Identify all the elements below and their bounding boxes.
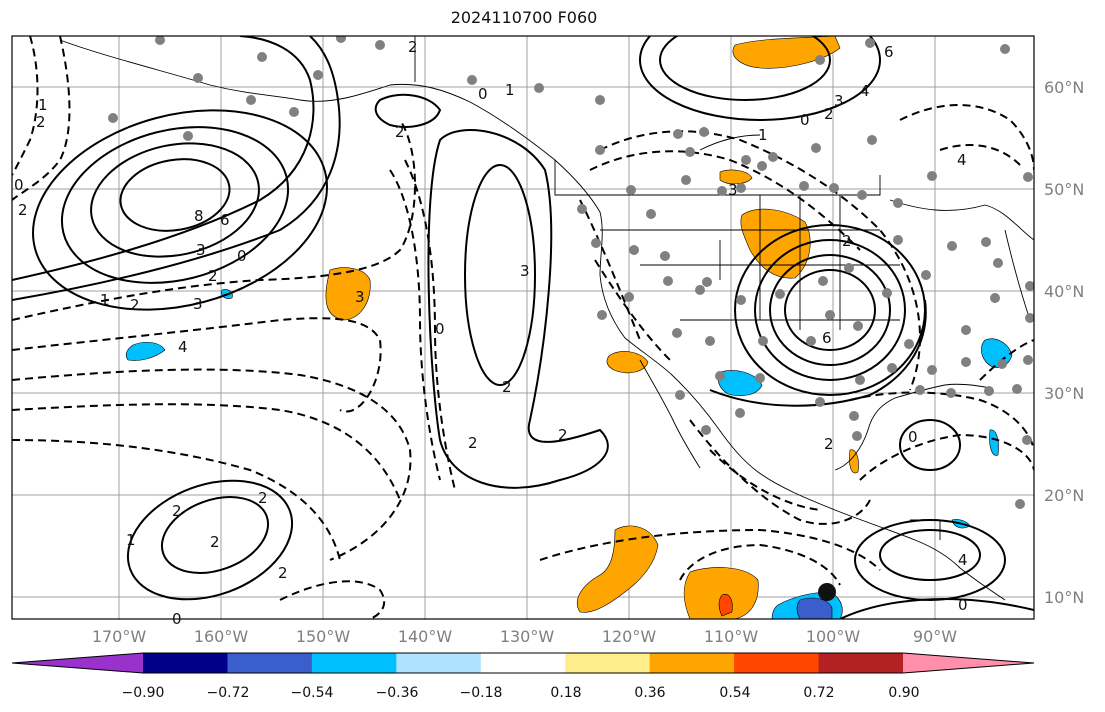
contour-label: 2 — [18, 201, 28, 219]
colorbar-tick-label: 0.54 — [719, 685, 750, 701]
colorbar-swatch — [565, 653, 651, 673]
contour-labels: 2 2 1 0 6 4 3 2 2 1 0 4 2 0 1 8 6 3 2 0 … — [14, 38, 968, 628]
colorbar-outline — [11, 652, 1035, 674]
contour-label: 1 — [758, 126, 768, 144]
colorbar-swatch — [649, 653, 735, 673]
contour-label: 2 — [558, 426, 568, 444]
contour-label: 3 — [728, 181, 738, 199]
colorbar-tick-label: −0.90 — [122, 685, 165, 701]
contour-label: 1 — [100, 291, 110, 309]
contour-label: 2 — [210, 533, 220, 551]
colorbar-tick-label: −0.72 — [207, 685, 250, 701]
lat-label: 10°N — [1044, 588, 1084, 607]
contour-label: 3 — [355, 288, 365, 306]
colorbar-tick-label: −0.36 — [376, 685, 419, 701]
lat-label: 20°N — [1044, 486, 1084, 505]
latitude-labels: 60°N 50°N 40°N 30°N 20°N 10°N — [1044, 78, 1084, 607]
contour-label: 2 — [395, 123, 405, 141]
contour-label: 3 — [193, 295, 203, 313]
colorbar — [11, 652, 1035, 674]
contour-label: 3 — [196, 241, 206, 259]
contour-label: 2 — [278, 564, 288, 582]
contour-label: 2 — [208, 267, 218, 285]
colorbar-swatch — [311, 653, 397, 673]
lon-label: 130°W — [500, 627, 555, 646]
shaded-regions — [125, 36, 1013, 619]
lon-label: 100°W — [806, 627, 861, 646]
contour-label: 2 — [824, 435, 834, 453]
lon-label: 90°W — [913, 627, 957, 646]
coastlines — [59, 36, 1034, 601]
colorbar-tick-label: 0.36 — [634, 685, 665, 701]
lon-label: 150°W — [296, 627, 351, 646]
contour-label: 3 — [834, 92, 844, 110]
lat-label: 60°N — [1044, 78, 1084, 97]
lon-label: 120°W — [602, 627, 657, 646]
colorbar-extension-high — [903, 653, 1034, 673]
contour-label: 0 — [435, 320, 445, 338]
contour-label: 6 — [822, 329, 832, 347]
lat-label: 50°N — [1044, 180, 1084, 199]
contour-label: 4 — [958, 551, 968, 569]
colorbar-swatch — [734, 653, 820, 673]
colorbar-swatch — [480, 653, 566, 673]
contour-label: 6 — [220, 211, 230, 229]
colorbar-tick-label: −0.54 — [291, 685, 334, 701]
colorbar-swatch — [143, 653, 228, 673]
contour-label: 8 — [194, 207, 204, 225]
contour-label: 2 — [408, 38, 418, 56]
lon-label: 140°W — [398, 627, 453, 646]
contour-label: 0 — [958, 596, 968, 614]
contour-label: 4 — [178, 338, 188, 356]
lat-label: 30°N — [1044, 384, 1084, 403]
colorbar-tick-labels: −0.90 −0.72 −0.54 −0.36 −0.18 0.18 0.36 … — [122, 685, 920, 701]
contour-label: 0 — [478, 85, 488, 103]
contour-label: 2 — [36, 113, 46, 131]
contours-positive — [12, 36, 1034, 619]
colorbar-swatch — [227, 653, 313, 673]
contour-label: 2 — [824, 105, 834, 123]
colorbar-tick-label: 0.72 — [803, 685, 834, 701]
map-frame — [11, 35, 1035, 620]
highlight-station-marker — [818, 583, 836, 601]
colorbar-tick-label: −0.18 — [460, 685, 503, 701]
station-markers — [108, 36, 1034, 509]
colorbar-tick-label: 0.90 — [888, 685, 919, 701]
contour-label: 4 — [957, 151, 967, 169]
colorbar-swatch — [396, 653, 482, 673]
contour-label: 2 — [258, 489, 268, 507]
map-panel — [11, 35, 1035, 620]
colorbar-tick-label: 0.18 — [550, 685, 581, 701]
contour-label: 3 — [520, 262, 530, 280]
contour-label: 0 — [800, 111, 810, 129]
contour-label: 2 — [502, 378, 512, 396]
longitude-labels: 170°W 160°W 150°W 140°W 130°W 120°W 110°… — [92, 627, 957, 646]
contour-label: 2 — [842, 232, 852, 250]
contour-label: 0 — [172, 610, 182, 628]
contour-label: 0 — [14, 176, 24, 194]
lon-label: 160°W — [194, 627, 249, 646]
lat-label: 40°N — [1044, 282, 1084, 301]
contours-negative — [12, 36, 1034, 619]
contour-label: 1 — [126, 531, 136, 549]
contour-label: 2 — [172, 502, 182, 520]
colorbar-extension-low — [12, 653, 143, 673]
contour-label: 1 — [505, 81, 515, 99]
map-title: 2024110700 F060 — [450, 8, 598, 27]
contour-label: 4 — [860, 82, 870, 100]
contour-label: 2 — [130, 296, 140, 314]
contour-label: 2 — [468, 434, 478, 452]
contour-label: 6 — [884, 43, 894, 61]
contour-label: 0 — [237, 247, 247, 265]
contour-label: 0 — [908, 428, 918, 446]
contour-label: 1 — [38, 96, 48, 114]
lon-label: 110°W — [704, 627, 759, 646]
lon-label: 170°W — [92, 627, 147, 646]
colorbar-swatch — [818, 653, 904, 673]
